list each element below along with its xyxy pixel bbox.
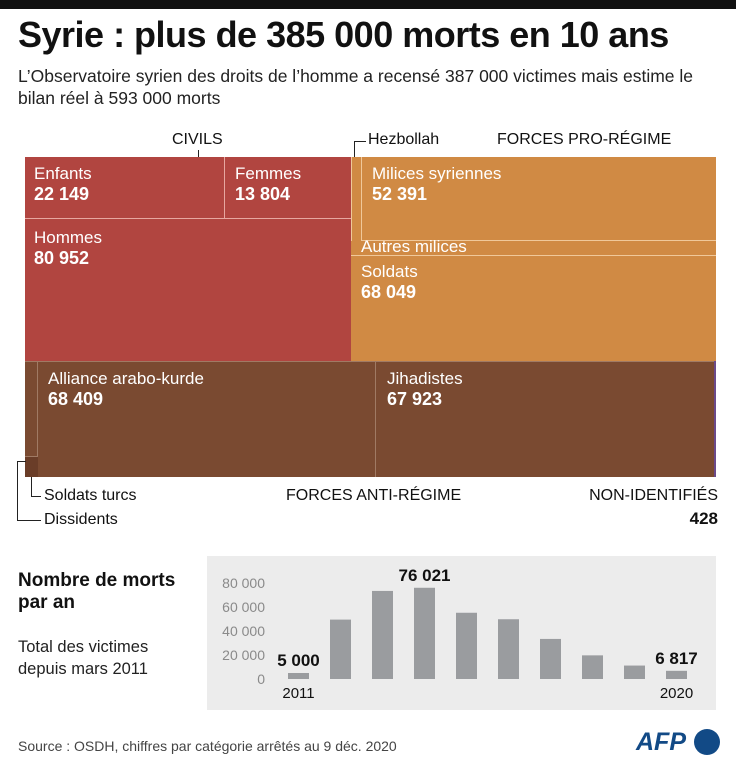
treemap-soldats-turcs [25, 361, 38, 477]
non-identifies-label: NON-IDENTIFIÉS [589, 487, 718, 504]
dissidents-connector-v [17, 461, 18, 521]
soldats-name: Soldats [361, 262, 418, 281]
bar-2015 [456, 612, 477, 679]
afp-logo-dot [694, 729, 720, 755]
turcs-connector-v [31, 477, 32, 496]
dissidents-connector-h [17, 520, 41, 521]
soldats-value: 68 049 [361, 282, 417, 302]
treemap-soldats: Soldats 68 049 [351, 256, 716, 361]
femmes-value: 13 804 [235, 184, 291, 204]
source-note: Source : OSDH, chiffres par catégorie ar… [18, 738, 397, 754]
top-bar [0, 0, 736, 9]
hommes-name: Hommes [34, 228, 103, 247]
treemap-autres-milices: Autres milices [351, 237, 716, 256]
treemap-hommes: Hommes 80 952 [25, 219, 351, 361]
hezbollah-connector-v [354, 141, 355, 158]
hezbollah-label: Hezbollah [368, 131, 440, 148]
bar-chart: 0 20 000 40 000 60 000 80 000 5 000 2011 76 021… [222, 566, 698, 702]
x-tick-label: 2011 [282, 685, 314, 702]
hommes-value: 80 952 [34, 248, 90, 268]
autres-milices-name: Autres milices [361, 237, 467, 256]
bar-chart-subtitle: Total des victimes depuis mars 2011 [18, 638, 149, 678]
bar-2016 [498, 619, 519, 679]
treemap-jihadistes: Jihadistes 67 923 [376, 361, 714, 477]
bar-2020 [666, 670, 687, 679]
treemap-alliance: Alliance arabo-kurde 68 409 [38, 361, 376, 477]
civils-label: CIVILS [172, 131, 223, 148]
y-tick-label: 20 000 [222, 647, 265, 663]
treemap-femmes: Femmes 13 804 [225, 157, 351, 219]
civils-tick [198, 150, 199, 158]
y-tick-label: 0 [257, 671, 265, 687]
treemap-non-identifies [714, 361, 716, 477]
enfants-value: 22 149 [34, 184, 90, 204]
bar-2018 [582, 655, 603, 679]
pro-regime-label: FORCES PRO-RÉGIME [497, 131, 672, 148]
anti-regime-label: FORCES ANTI-RÉGIME [286, 487, 462, 504]
dissidents-connector-top [17, 461, 26, 462]
bar-2014 [414, 587, 435, 679]
treemap-milices-syriennes: Milices syriennes 52 391 [362, 157, 716, 241]
y-tick-label: 80 000 [222, 575, 265, 591]
bar-2011 [288, 673, 309, 679]
alliance-value: 68 409 [48, 389, 104, 409]
enfants-name: Enfants [34, 164, 92, 183]
bar-value-label: 5 000 [277, 651, 320, 670]
treemap-hezbollah [351, 157, 362, 241]
treemap-dissidents [25, 456, 38, 477]
jihadistes-value: 67 923 [387, 389, 443, 409]
bar-2017 [540, 638, 561, 679]
treemap-enfants: Enfants 22 149 [25, 157, 225, 219]
dissidents-label: Dissidents [44, 511, 118, 528]
page-subtitle: L’Observatoire syrien des droits de l’ho… [18, 66, 694, 108]
bar-value-label: 6 817 [655, 649, 698, 668]
x-tick-label: 2020 [660, 685, 693, 702]
hezbollah-connector-h [354, 141, 366, 142]
afp-logo: AFP [636, 728, 686, 756]
alliance-name: Alliance arabo-kurde [48, 369, 204, 388]
bar-value-label: 76 021 [399, 566, 451, 585]
femmes-name: Femmes [235, 164, 302, 183]
soldats-turcs-label: Soldats turcs [44, 487, 137, 504]
y-tick-label: 60 000 [222, 599, 265, 615]
bar-2012 [330, 619, 351, 679]
turcs-connector-h [31, 496, 41, 497]
non-identifies-value: 428 [689, 509, 718, 528]
jihadistes-name: Jihadistes [387, 369, 463, 388]
bar-2019 [624, 665, 645, 679]
y-tick-label: 40 000 [222, 623, 265, 639]
milices-name: Milices syriennes [372, 164, 502, 183]
milices-value: 52 391 [372, 184, 428, 204]
bar-2013 [372, 590, 393, 679]
bar-chart-title: Nombre de morts par an [18, 570, 176, 613]
page-title: Syrie : plus de 385 000 morts en 10 ans [18, 14, 669, 55]
